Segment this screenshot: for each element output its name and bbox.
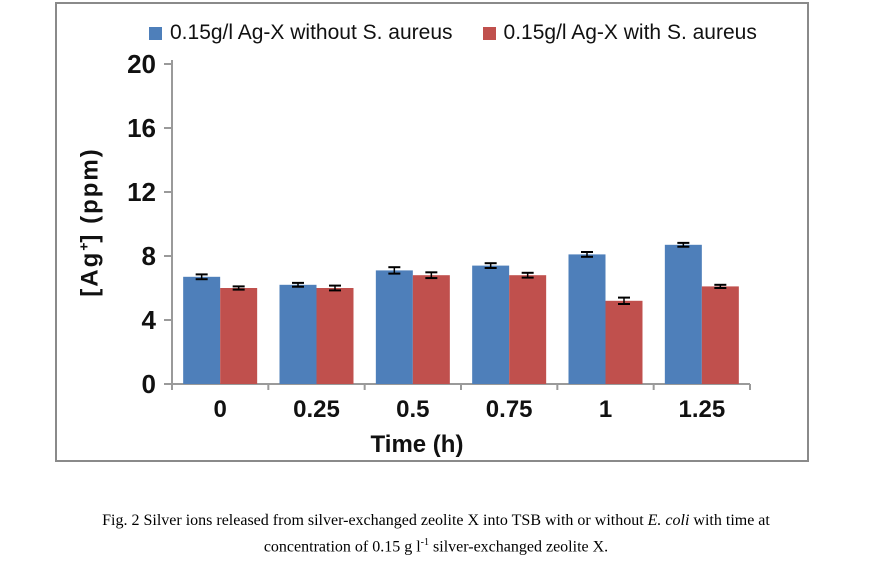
caption-line2: concentration of 0.15 g l-1 silver-excha… xyxy=(0,532,872,558)
bar-without-s-aureus xyxy=(568,254,606,384)
caption-line2-text: concentration of 0.15 g l xyxy=(263,538,421,556)
bar-with-s-aureus xyxy=(605,300,643,384)
y-tick-label: 0 xyxy=(142,369,156,399)
legend-swatch-blue-icon xyxy=(149,26,162,40)
bar-without-s-aureus xyxy=(472,265,510,384)
chart-legend: 0.15g/l Ag-X without S. aureus 0.15g/l A… xyxy=(149,21,757,45)
caption-line1-text: Fig. 2 Silver ions released from silver-… xyxy=(102,512,648,529)
x-tick-label: 0.25 xyxy=(293,396,340,423)
legend-item-with-s-aureus: 0.15g/l Ag-X with S. aureus xyxy=(482,21,757,45)
caption-species-italic: E. coli xyxy=(647,512,690,529)
chart-frame: 0.15g/l Ag-X without S. aureus 0.15g/l A… xyxy=(55,2,809,462)
bar-with-s-aureus xyxy=(701,286,739,384)
bar-without-s-aureus xyxy=(664,244,702,384)
caption-line1-end: with time at xyxy=(689,512,770,529)
y-tick-label: 20 xyxy=(127,49,156,79)
bar-with-s-aureus xyxy=(316,288,354,384)
legend-item-without-s-aureus: 0.15g/l Ag-X without S. aureus xyxy=(149,21,453,45)
y-tick-label: 4 xyxy=(142,305,157,335)
bar-with-s-aureus xyxy=(509,275,547,384)
caption-line2-end: silver-exchanged zeolite X. xyxy=(429,538,609,556)
caption-line1: Fig. 2 Silver ions released from silver-… xyxy=(0,510,872,532)
bar-with-s-aureus xyxy=(412,275,450,384)
x-tick-label: 1 xyxy=(599,396,612,423)
y-tick-label: 12 xyxy=(127,177,156,207)
bar-with-s-aureus xyxy=(220,288,258,384)
x-tick-label: 0 xyxy=(213,396,226,423)
figure-caption: Fig. 2 Silver ions released from silver-… xyxy=(0,510,872,558)
bar-without-s-aureus xyxy=(375,270,413,384)
bar-without-s-aureus xyxy=(183,276,221,384)
y-tick-label: 8 xyxy=(142,241,156,271)
bar-chart-plot: 0 4 8 12 16 20 0 0.25 0.5 0.75 1 1.25 xyxy=(127,49,751,423)
legend-label-with-s-aureus: 0.15g/l Ag-X with S. aureus xyxy=(503,21,757,44)
x-tick-label: 1.25 xyxy=(678,396,725,423)
x-axis-title: Time (h) xyxy=(370,431,464,458)
bar-without-s-aureus xyxy=(279,284,317,384)
y-tick-label: 16 xyxy=(127,113,156,143)
legend-swatch-red-icon xyxy=(482,26,496,40)
x-tick-label: 0.5 xyxy=(396,396,429,423)
caption-superscript: -1 xyxy=(420,537,430,548)
legend-label-without-s-aureus: 0.15g/l Ag-X without S. aureus xyxy=(170,21,453,44)
x-tick-label: 0.75 xyxy=(486,396,533,423)
